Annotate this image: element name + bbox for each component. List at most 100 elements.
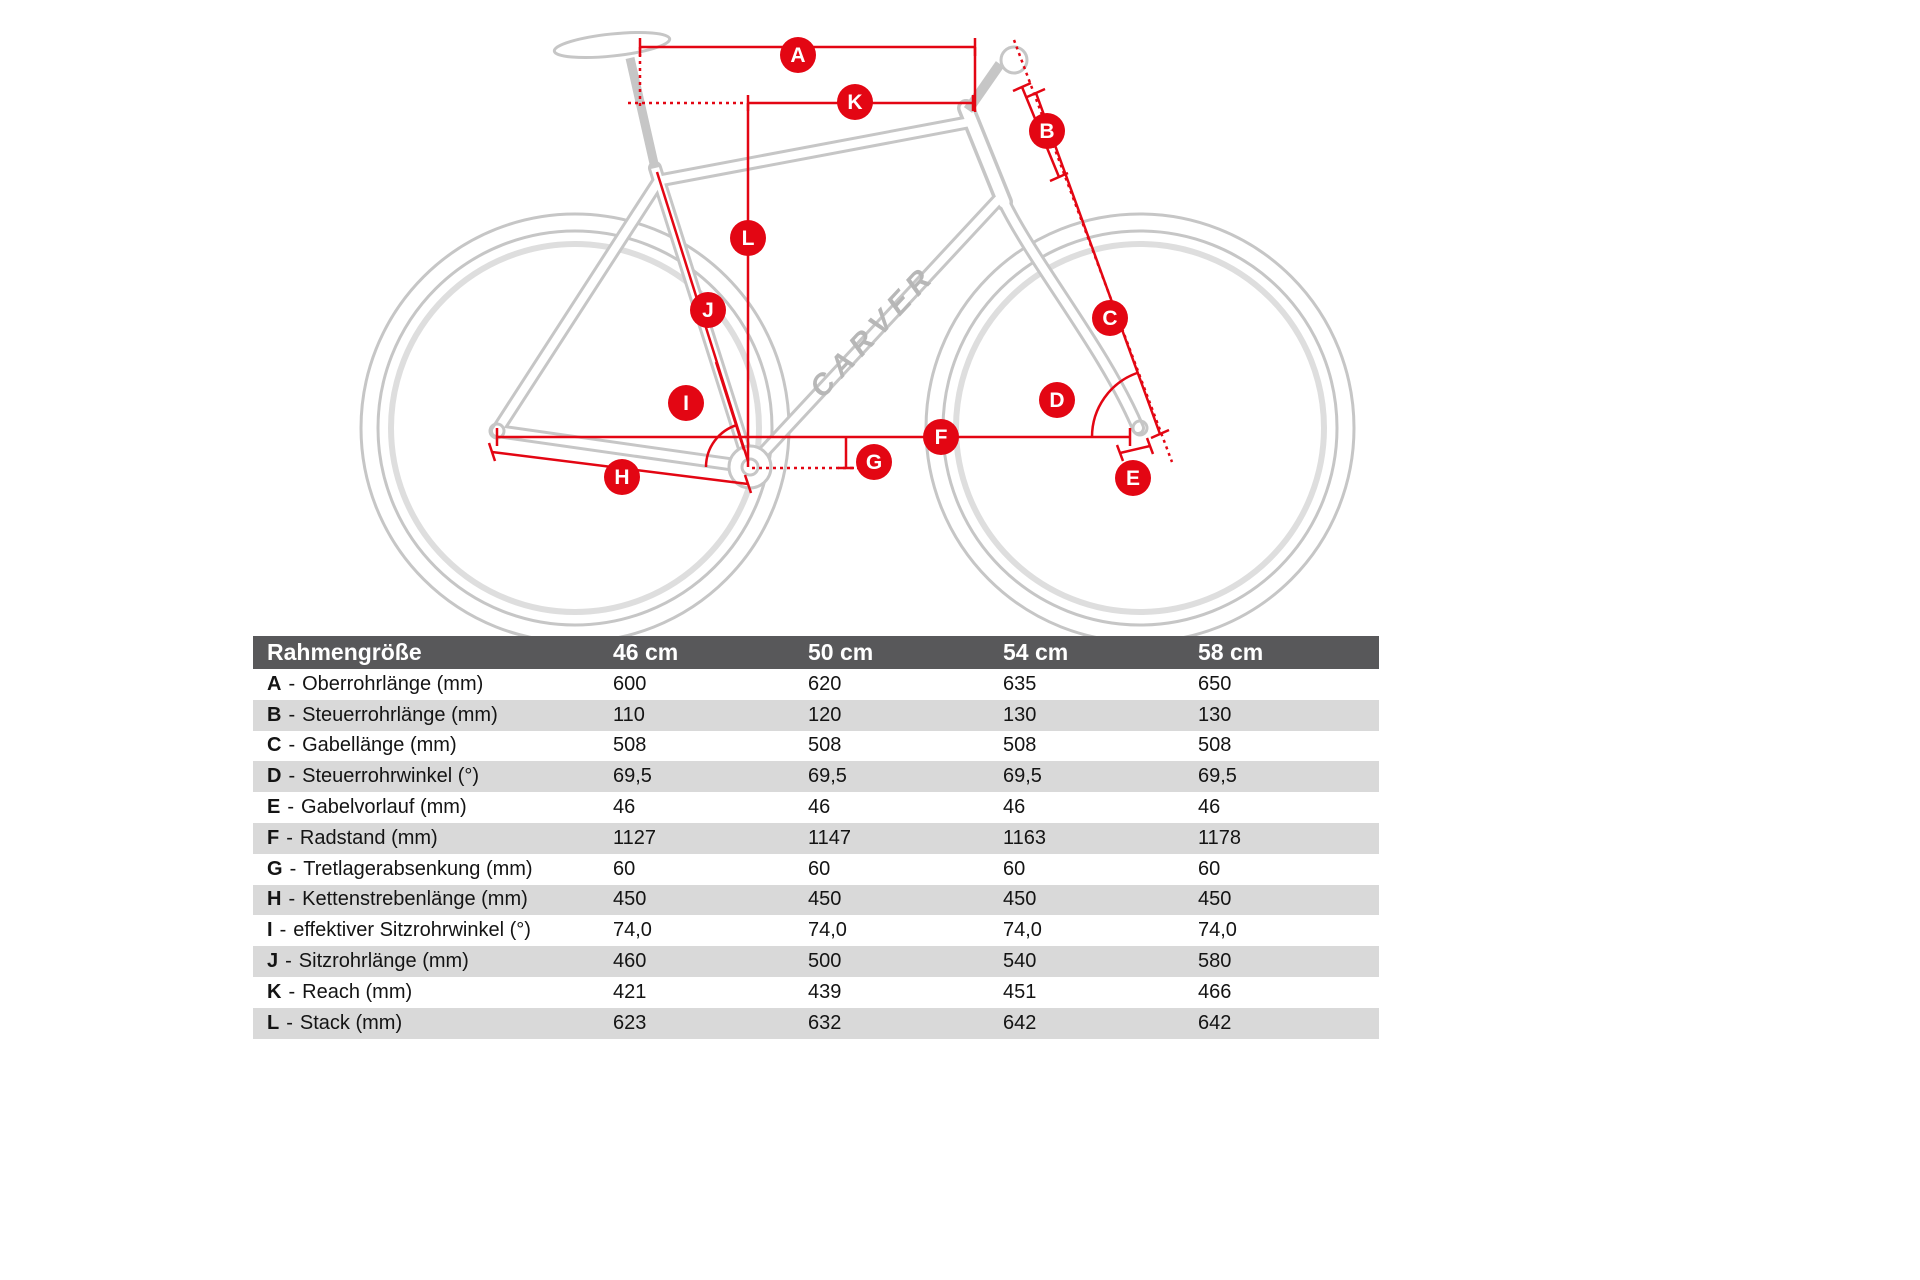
table-row: L - Stack (mm) 623 632 642 642 [253, 1007, 1379, 1039]
header-size-54: 54 cm [1003, 639, 1069, 665]
row-label: I - effektiver Sitzrohrwinkel (°) [253, 919, 599, 942]
row-value: 451 [1003, 980, 1037, 1003]
row-value: 1163 [1003, 826, 1047, 849]
row-name: Radstand (mm) [299, 826, 438, 849]
row-value: 508 [808, 734, 842, 757]
row-label: L - Stack (mm) [253, 1012, 599, 1035]
svg-text:A: A [790, 44, 805, 67]
row-value: 620 [808, 672, 842, 695]
table-row: F - Radstand (mm) 1127 1147 1163 1178 [253, 822, 1379, 854]
svg-text:E: E [1126, 467, 1140, 490]
row-letter: G [267, 857, 283, 880]
row-value: 450 [1198, 888, 1232, 911]
row-value: 69,5 [1198, 765, 1237, 788]
row-separator: - [288, 980, 296, 1003]
row-value: 508 [613, 734, 647, 757]
table-row: J - Sitzrohrlänge (mm) 460 500 540 580 [253, 946, 1379, 977]
badge-i: I [668, 385, 704, 421]
row-letter: I [267, 919, 273, 942]
bike-wheels [359, 212, 1356, 636]
row-value: 60 [808, 857, 831, 880]
row-value: 439 [808, 980, 842, 1003]
row-separator: - [288, 734, 296, 757]
row-value: 69,5 [808, 765, 847, 788]
row-label: A - Oberrohrlänge (mm) [253, 673, 599, 696]
row-letter: B [267, 703, 282, 726]
row-value: 600 [613, 672, 647, 695]
row-value: 69,5 [1003, 765, 1042, 788]
row-value: 60 [1003, 857, 1026, 880]
row-separator: - [279, 919, 287, 942]
row-separator: - [286, 826, 293, 849]
row-separator: - [286, 1011, 293, 1034]
svg-text:L: L [742, 227, 755, 250]
row-value: 466 [1198, 980, 1232, 1003]
svg-text:G: G [866, 451, 882, 474]
badge-l: L [730, 220, 766, 256]
row-separator: - [288, 765, 296, 788]
row-separator: - [289, 857, 297, 880]
badge-a: A [780, 37, 816, 73]
measurement-lines [487, 38, 1174, 494]
row-value: 460 [613, 950, 647, 973]
row-name: effektiver Sitzrohrwinkel (°) [293, 919, 531, 942]
row-name: Reach (mm) [302, 980, 413, 1003]
row-value: 46 [808, 796, 831, 819]
row-value: 450 [1003, 888, 1037, 911]
badge-f: F [923, 419, 959, 455]
row-label: F - Radstand (mm) [253, 827, 599, 850]
row-letter: J [267, 950, 279, 973]
row-letter: K [267, 980, 282, 1003]
row-value: 74,0 [1198, 919, 1237, 942]
row-value: 642 [1003, 1011, 1037, 1034]
table-row: H - Kettenstrebenlänge (mm) 450 450 450 450 [253, 884, 1379, 916]
bike-geometry-diagram: CARVER [359, 30, 1356, 636]
row-name: Kettenstrebenlänge (mm) [302, 888, 528, 911]
row-letter: L [267, 1011, 280, 1034]
row-name: Steuerrohrwinkel (°) [302, 765, 480, 788]
table-row: G - Tretlagerabsenkung (mm) 60 60 60 60 [253, 853, 1379, 885]
row-value: 130 [1198, 703, 1232, 726]
row-value: 642 [1198, 1011, 1232, 1034]
badge-g: G [856, 444, 892, 480]
row-value: 450 [613, 888, 647, 911]
badge-c: C [1092, 300, 1128, 336]
header-size-50: 50 cm [808, 639, 874, 665]
geometry-table: Rahmengröße 46 cm 50 cm 54 cm 58 cm A - Ob… [253, 636, 1379, 1039]
header-size-58: 58 cm [1198, 639, 1264, 665]
row-value: 46 [1198, 796, 1221, 819]
table-row: E - Gabelvorlauf (mm) 46 46 46 46 [253, 792, 1379, 823]
row-value: 74,0 [613, 919, 652, 942]
row-label: G - Tretlagerabsenkung (mm) [253, 858, 599, 881]
row-value: 74,0 [808, 919, 847, 942]
row-separator: - [288, 672, 296, 695]
row-value: 74,0 [1003, 919, 1042, 942]
row-value: 580 [1198, 950, 1232, 973]
row-value: 60 [1198, 857, 1221, 880]
row-name: Gabelvorlauf (mm) [301, 796, 467, 819]
row-name: Tretlagerabsenkung (mm) [303, 857, 533, 880]
row-value: 1147 [808, 826, 852, 849]
row-value: 46 [613, 796, 636, 819]
row-value: 1178 [1198, 826, 1242, 849]
geometry-table-rows: A - Oberrohrlänge (mm) 600 620 635 650 B - Steuer… [253, 669, 1379, 1039]
badge-e: E [1115, 460, 1151, 496]
row-value: 1127 [613, 826, 657, 849]
row-letter: A [267, 672, 282, 695]
row-value: 69,5 [613, 765, 652, 788]
svg-text:D: D [1049, 389, 1064, 412]
table-row: D - Steuerrohrwinkel (°) 69,5 69,5 69,5 69,5 [253, 761, 1379, 793]
badge-h: H [604, 459, 640, 495]
table-row: K - Reach (mm) 421 439 451 466 [253, 976, 1379, 1008]
row-value: 46 [1003, 796, 1026, 819]
row-name: Sitzrohrlänge (mm) [298, 950, 469, 973]
row-value: 508 [1003, 734, 1037, 757]
svg-text:C: C [1102, 307, 1117, 330]
badge-b: B [1029, 113, 1065, 149]
table-row: A - Oberrohrlänge (mm) 600 620 635 650 [253, 669, 1379, 700]
row-separator: - [288, 703, 296, 726]
row-value: 635 [1003, 672, 1037, 695]
svg-text:B: B [1039, 120, 1054, 143]
row-letter: H [267, 888, 282, 911]
row-label: B - Steuerrohrlänge (mm) [253, 704, 599, 727]
